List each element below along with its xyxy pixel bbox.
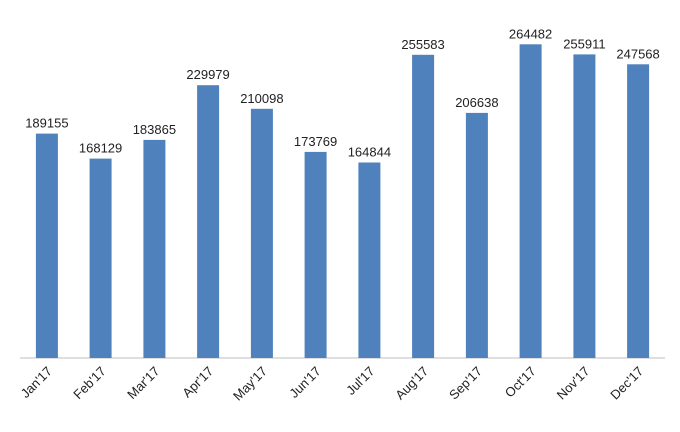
x-tick-label-6: Jul'17 [343,364,377,398]
value-label-10: 255911 [563,36,605,51]
value-label-5: 173769 [294,134,337,149]
value-label-3: 229979 [186,67,229,82]
bars-group [35,44,650,359]
x-tick-label-10: Nov'17 [554,364,593,403]
x-tick-labels-group: Jan'17 Feb'17 Mar'17 Apr'17 May'17 Jun'17 Jul'… [18,364,647,404]
x-tick-label-7: Aug'17 [392,364,431,403]
value-label-2: 183865 [133,122,176,137]
bar-2 [143,139,166,358]
bar-10 [573,54,596,359]
value-label-6: 164844 [348,145,391,160]
value-label-9: 264482 [509,26,552,41]
bar-8 [465,112,488,359]
value-label-7: 255583 [401,37,444,52]
bar-4 [250,108,273,358]
x-tick-label-4: May'17 [230,364,270,404]
bar-3 [197,85,220,358]
x-tick-label-8: Sep'17 [446,364,485,403]
x-tick-label-3: Apr'17 [179,364,216,401]
value-label-1: 168129 [79,141,122,156]
x-tick-label-9: Oct'17 [502,364,539,401]
x-tick-label-1: Feb'17 [70,364,108,402]
bar-0 [35,133,58,358]
x-tick-label-0: Jan'17 [18,364,55,401]
bar-9 [519,44,542,359]
value-label-0: 189155 [25,116,68,131]
bar-11 [627,64,650,359]
x-tick-label-2: Mar'17 [124,364,162,402]
bar-5 [304,151,327,358]
x-tick-label-11: Dec'17 [607,364,646,403]
x-tick-label-5: Jun'17 [286,364,323,401]
value-label-11: 247568 [616,46,659,61]
bar-1 [89,158,112,358]
bar-7 [412,54,435,359]
value-labels-group: 189155 168129 183865 229979 210098 173769 1648… [25,26,660,159]
value-label-8: 206638 [455,95,498,110]
bar-6 [358,162,381,358]
value-label-4: 210098 [240,91,283,106]
